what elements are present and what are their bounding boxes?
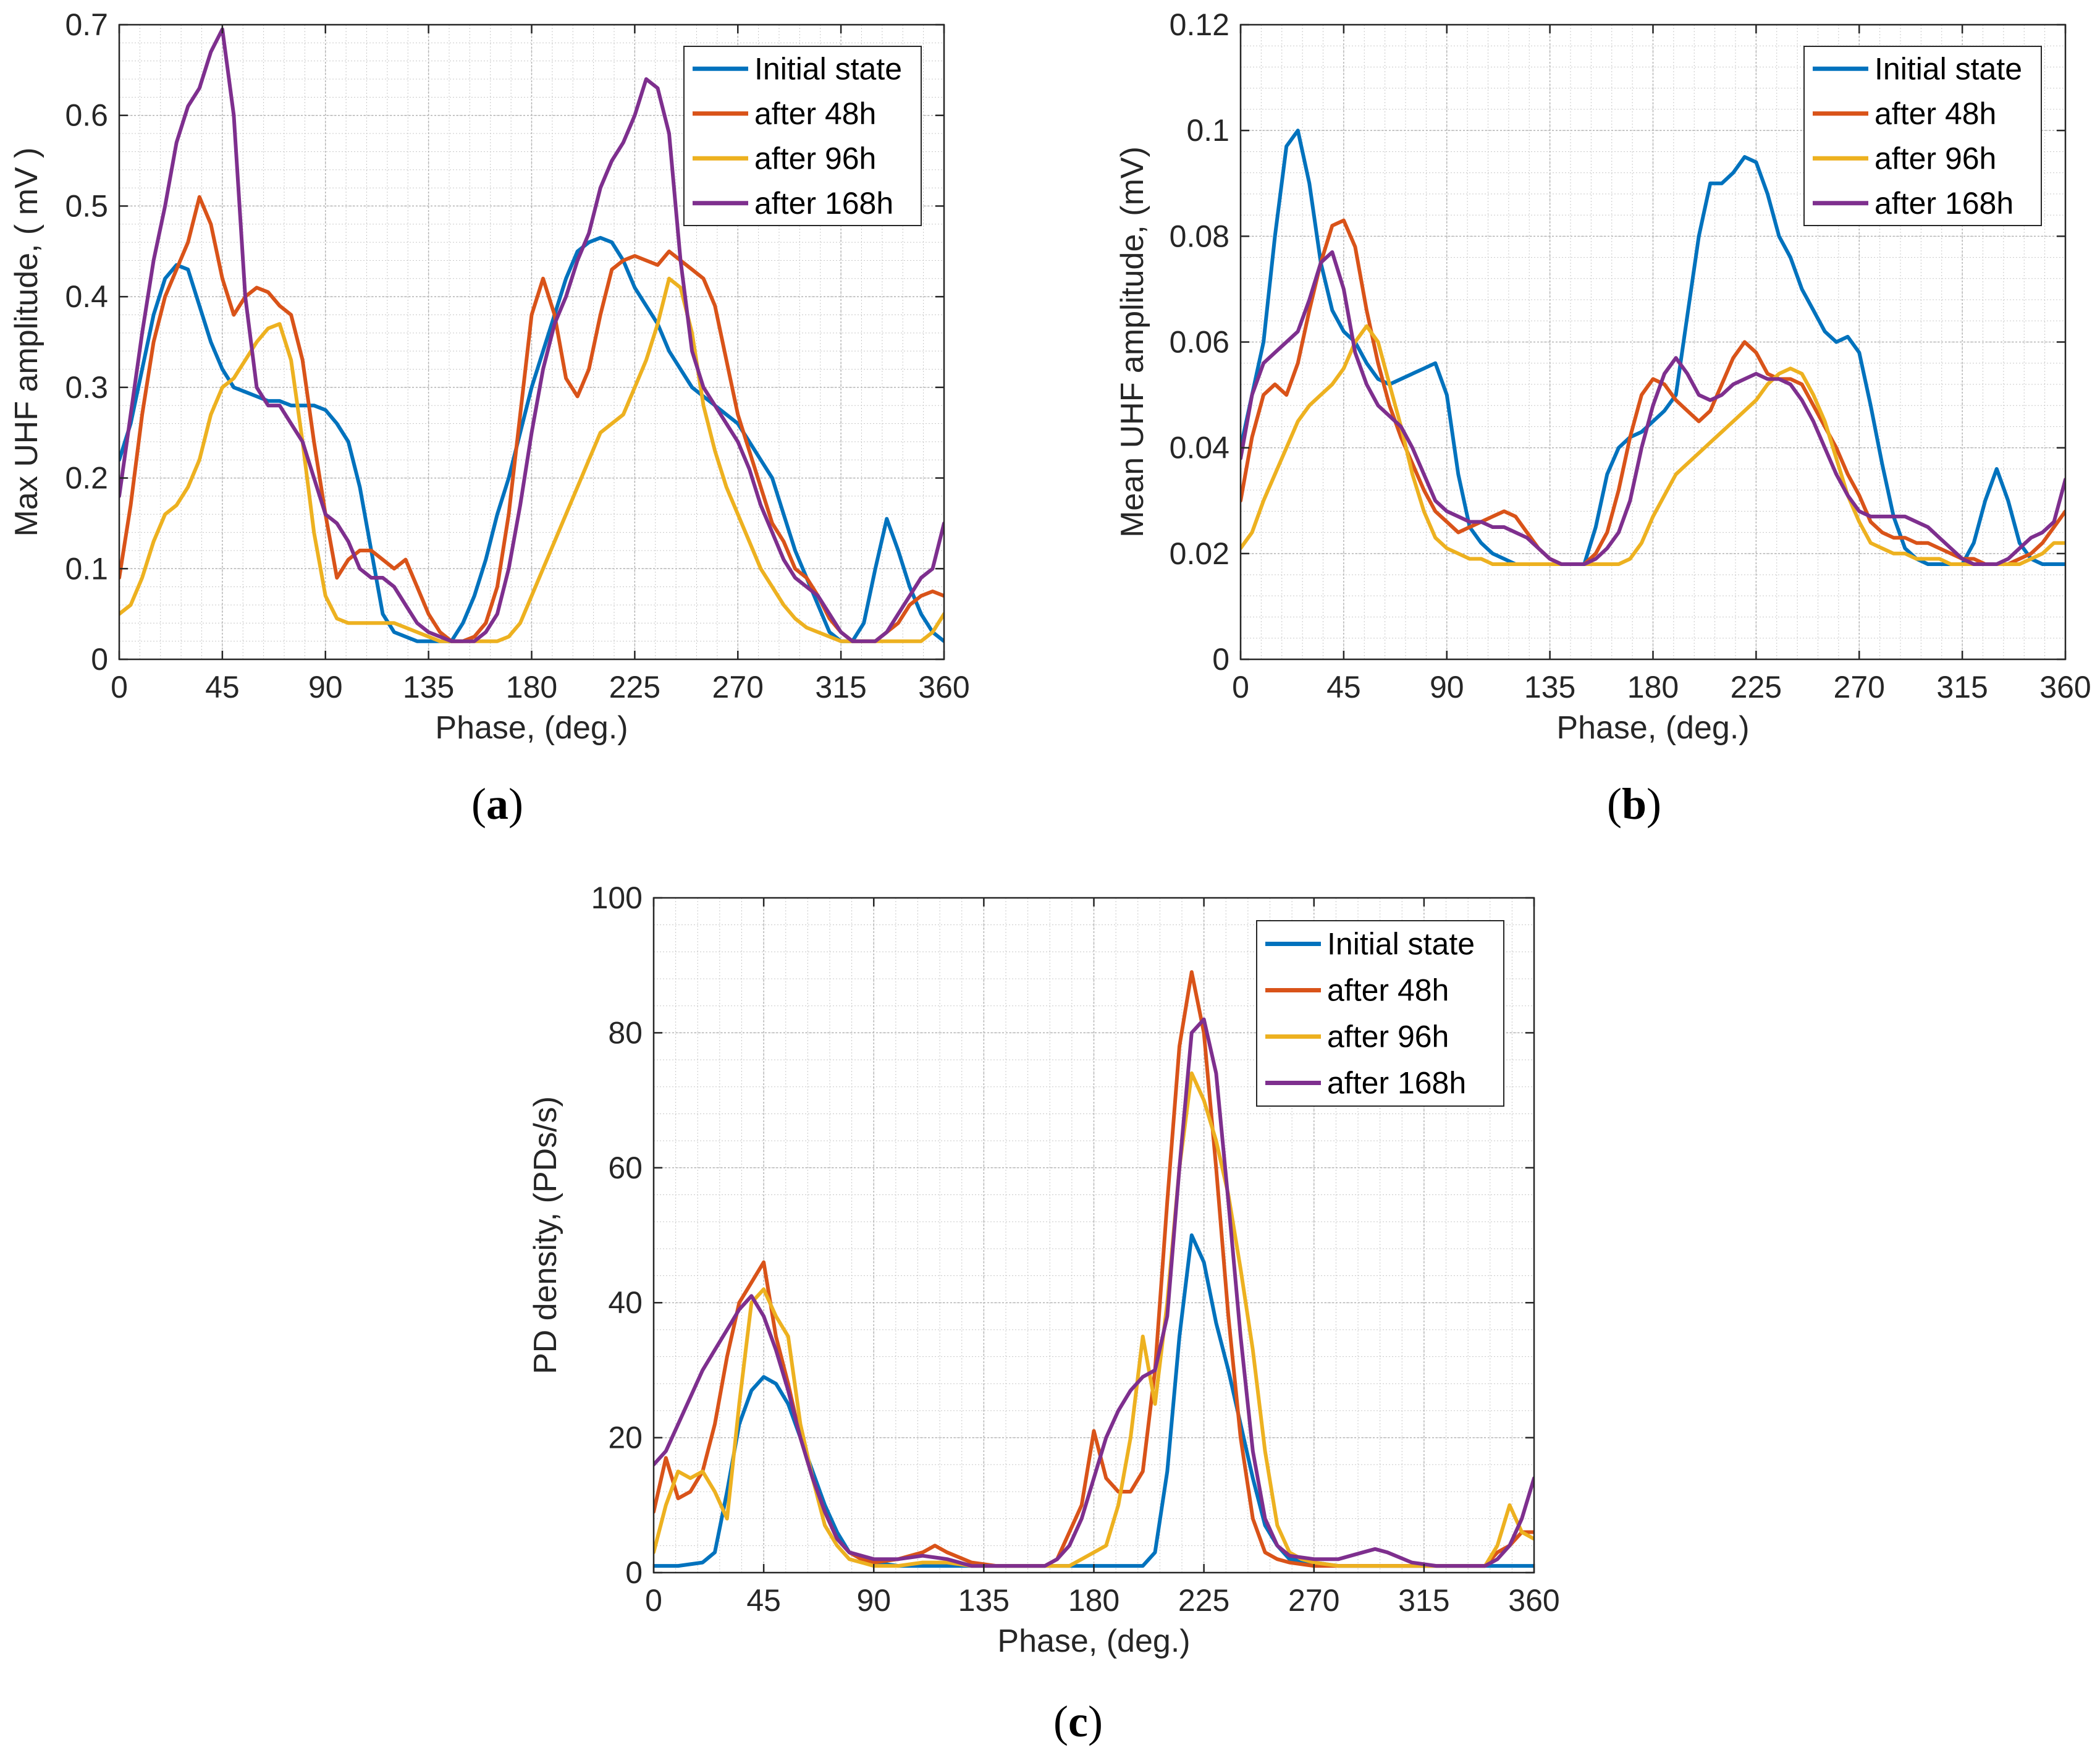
legend-label-c-2: after 96h	[1327, 1020, 1449, 1054]
subplot-label-c-letter: c	[1068, 1697, 1088, 1746]
x-tick-label-a: 225	[609, 670, 660, 704]
series-line-c-2	[654, 1071, 1534, 1568]
x-tick-label-b: 45	[1326, 670, 1361, 704]
series-group-a	[119, 27, 944, 643]
subplot-label-a-letter: a	[486, 779, 508, 829]
legend-label-a-0: Initial state	[754, 51, 902, 86]
x-tick-label-b: 270	[1834, 670, 1885, 704]
subplot-label-c: (c)	[1053, 1697, 1103, 1746]
legend-b: Initial state after 48h after 96h after 168…	[1803, 46, 2042, 226]
chart-panel-c: 0 45 90 135 180 225 270 315 360 0 20 40 60 80 100 Phase…	[528, 881, 1560, 1659]
y-tick-label-c: 0	[625, 1555, 643, 1590]
y-tick-label-b: 0	[1212, 642, 1229, 677]
legend-label-a-3: after 168h	[754, 186, 893, 221]
y-tick-label-c: 20	[608, 1421, 643, 1455]
series-line-a-2	[119, 276, 944, 643]
subplot-label-b-close: )	[1647, 779, 1661, 829]
y-tick-label-b: 0.12	[1170, 7, 1229, 42]
legend-a: Initial state after 48h after 96h after 168…	[683, 46, 922, 226]
y-tick-label-a: 0.4	[65, 279, 108, 314]
x-tick-label-a: 45	[205, 670, 240, 704]
subplot-label-a-close: )	[508, 779, 523, 829]
y-tick-label-b: 0.1	[1186, 113, 1229, 148]
x-tick-label-b: 135	[1524, 670, 1575, 704]
y-tick-label-a: 0	[91, 642, 108, 677]
chart-panel-b: 0 45 90 135 180 225 270 315 360 0 0.02 0.04 0.06 0.08…	[1115, 7, 2091, 746]
x-tick-label-a: 90	[308, 670, 343, 704]
y-tick-label-a: 0.1	[65, 551, 108, 586]
subplot-label-c-open: (	[1053, 1697, 1068, 1746]
y-tick-label-b: 0.06	[1170, 325, 1229, 360]
subplot-label-c-close: )	[1088, 1697, 1103, 1746]
y-tick-label-a: 0.6	[65, 98, 108, 133]
x-axis-label-c: Phase, (deg.)	[997, 1623, 1190, 1659]
legend-c: Initial state after 48h after 96h after 168…	[1256, 920, 1504, 1107]
y-tick-label-b: 0.02	[1170, 536, 1229, 571]
legend-label-b-1: after 48h	[1874, 96, 1996, 131]
series-line-b-1	[1241, 218, 2065, 566]
x-tick-label-c: 225	[1178, 1583, 1229, 1618]
x-tick-label-b: 90	[1430, 670, 1464, 704]
series-group-b	[1241, 129, 2065, 566]
legend-label-c-1: after 48h	[1327, 973, 1449, 1008]
legend-label-c-0: Initial state	[1327, 927, 1475, 961]
x-tick-label-c: 270	[1288, 1583, 1339, 1618]
subplot-label-a-open: (	[471, 779, 486, 829]
series-line-b-0	[1241, 129, 2065, 566]
series-line-b-2	[1241, 324, 2065, 566]
x-tick-label-a: 180	[506, 670, 557, 704]
x-tick-label-a: 135	[403, 670, 454, 704]
x-tick-label-a: 270	[712, 670, 764, 704]
legend-box-c	[1256, 920, 1504, 1107]
x-tick-label-c: 45	[746, 1583, 781, 1618]
y-tick-label-b: 0.08	[1170, 219, 1229, 253]
chart-panel-a: 0 45 90 135 180 225 270 315 360 0 0.1 0.2 0.3 0.4 0.5 0…	[9, 7, 970, 746]
y-tick-label-b: 0.04	[1170, 431, 1229, 465]
x-tick-label-b: 360	[2039, 670, 2091, 704]
y-axis-label-b: Mean UHF amplitude, (mV)	[1115, 146, 1150, 538]
series-line-b-3	[1241, 250, 2065, 566]
x-tick-label-a: 0	[111, 670, 128, 704]
x-tick-label-c: 90	[856, 1583, 891, 1618]
series-line-c-3	[654, 1017, 1534, 1568]
legend-label-c-3: after 168h	[1327, 1066, 1466, 1101]
legend-label-a-1: after 48h	[754, 96, 876, 131]
y-tick-label-a: 0.5	[65, 188, 108, 223]
x-axis-label-a: Phase, (deg.)	[435, 710, 628, 746]
y-tick-label-c: 40	[608, 1285, 643, 1320]
y-axis-label-c: PD density, (PDs/s)	[528, 1096, 563, 1374]
x-tick-label-b: 225	[1731, 670, 1782, 704]
y-tick-label-a: 0.3	[65, 370, 108, 405]
x-tick-label-b: 0	[1232, 670, 1249, 704]
legend-label-b-3: after 168h	[1874, 186, 2014, 221]
legend-box-b	[1803, 46, 2042, 226]
y-tick-label-a: 0.7	[65, 7, 108, 42]
subplot-label-b-letter: b	[1622, 779, 1647, 829]
x-tick-label-c: 315	[1398, 1583, 1449, 1618]
x-tick-label-a: 360	[918, 670, 969, 704]
legend-label-b-2: after 96h	[1874, 141, 1996, 175]
legend-label-b-0: Initial state	[1874, 51, 2022, 86]
y-tick-label-c: 60	[608, 1151, 643, 1185]
y-tick-label-c: 80	[608, 1015, 643, 1050]
subplot-label-b: (b)	[1607, 779, 1661, 829]
x-tick-label-b: 180	[1627, 670, 1679, 704]
x-tick-label-c: 360	[1508, 1583, 1559, 1618]
subplot-label-a: (a)	[471, 779, 523, 829]
x-tick-label-c: 180	[1068, 1583, 1120, 1618]
x-tick-label-c: 135	[958, 1583, 1010, 1618]
series-line-a-3	[119, 27, 944, 643]
x-tick-label-b: 315	[1936, 670, 1988, 704]
y-tick-label-c: 100	[591, 881, 643, 915]
x-tick-label-a: 315	[815, 670, 866, 704]
legend-box-a	[683, 46, 922, 226]
x-axis-label-b: Phase, (deg.)	[1556, 710, 1749, 746]
x-tick-label-c: 0	[645, 1583, 662, 1618]
series-line-a-1	[119, 195, 944, 643]
y-axis-label-a: Max UHF amplitude, ( mV )	[9, 148, 44, 537]
y-tick-label-a: 0.2	[65, 461, 108, 496]
legend-label-a-2: after 96h	[754, 141, 876, 175]
subplot-label-b-open: (	[1607, 779, 1622, 829]
